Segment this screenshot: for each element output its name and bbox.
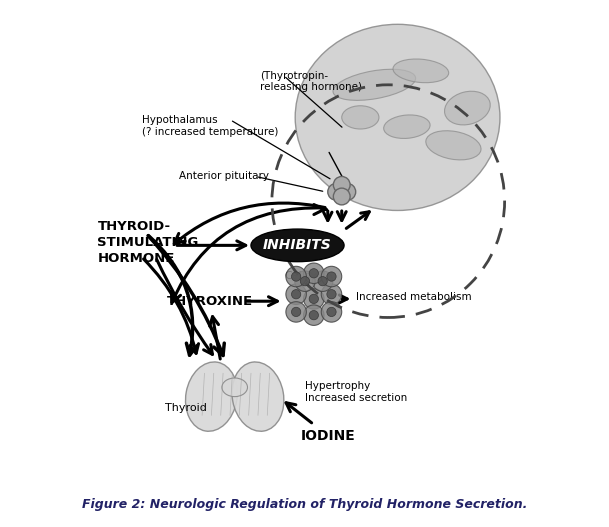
Text: Hypothalamus
(? increased temperature): Hypothalamus (? increased temperature) <box>142 115 278 136</box>
Circle shape <box>327 289 336 299</box>
Text: IODINE: IODINE <box>300 429 355 443</box>
Ellipse shape <box>426 131 481 160</box>
Ellipse shape <box>295 24 500 210</box>
Circle shape <box>286 284 306 305</box>
Text: Increased metabolism: Increased metabolism <box>356 291 471 301</box>
Text: Figure 2: Neurologic Regulation of Thyroid Hormone Secretion.: Figure 2: Neurologic Regulation of Thyro… <box>82 498 527 511</box>
Text: (Thyrotropin-
releasing hormone): (Thyrotropin- releasing hormone) <box>260 71 362 92</box>
Circle shape <box>322 266 342 287</box>
Ellipse shape <box>232 362 284 431</box>
Circle shape <box>286 266 306 287</box>
Text: Cells: Cells <box>284 271 311 281</box>
Circle shape <box>303 263 324 284</box>
Ellipse shape <box>445 91 490 125</box>
Text: Hypertrophy
Increased secretion: Hypertrophy Increased secretion <box>304 381 407 403</box>
Ellipse shape <box>186 362 238 431</box>
Ellipse shape <box>393 59 449 83</box>
Circle shape <box>318 277 327 286</box>
Text: INHIBITS: INHIBITS <box>263 238 332 252</box>
Circle shape <box>333 188 350 205</box>
Circle shape <box>309 294 319 304</box>
Text: Anterior pituitary: Anterior pituitary <box>179 171 269 181</box>
Circle shape <box>333 177 350 193</box>
Circle shape <box>327 272 336 281</box>
Circle shape <box>292 289 301 299</box>
Text: THYROXINE: THYROXINE <box>167 295 253 308</box>
Text: Thyroid: Thyroid <box>165 403 207 413</box>
Ellipse shape <box>333 69 415 100</box>
Ellipse shape <box>384 115 430 139</box>
Circle shape <box>292 307 301 317</box>
Circle shape <box>300 277 309 286</box>
Circle shape <box>327 307 336 317</box>
Circle shape <box>328 183 345 200</box>
Circle shape <box>286 301 306 322</box>
Circle shape <box>309 269 319 278</box>
Circle shape <box>303 305 324 325</box>
Circle shape <box>322 301 342 322</box>
Circle shape <box>309 310 319 320</box>
Ellipse shape <box>251 229 344 261</box>
Circle shape <box>322 284 342 305</box>
Circle shape <box>295 271 315 291</box>
Circle shape <box>339 183 356 200</box>
Text: THYROID-
STIMULATING
HORMONE: THYROID- STIMULATING HORMONE <box>97 220 199 265</box>
Circle shape <box>312 271 333 291</box>
Circle shape <box>292 272 301 281</box>
Circle shape <box>303 289 324 309</box>
Ellipse shape <box>342 106 379 129</box>
Ellipse shape <box>222 378 247 397</box>
